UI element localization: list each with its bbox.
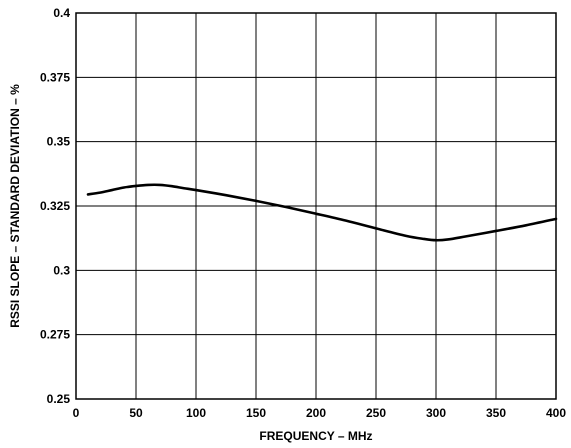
x-tick-label: 250 xyxy=(366,406,386,420)
y-tick-label: 0.275 xyxy=(40,328,70,342)
x-tick-label: 300 xyxy=(426,406,446,420)
series-line-0 xyxy=(86,183,558,242)
y-tick-label: 0.35 xyxy=(47,135,71,149)
x-tick-label: 150 xyxy=(246,406,266,420)
y-tick-label: 0.3 xyxy=(53,263,70,277)
y-tick-label: 0.4 xyxy=(53,6,70,20)
series-layer xyxy=(86,183,558,242)
y-tick-label: 0.375 xyxy=(40,70,70,84)
plot-frame xyxy=(75,12,557,400)
x-tick-label: 350 xyxy=(486,406,506,420)
tick-labels: 0 50 100 150 200 250 300 350 400 0.25 0.275 0.3 0.32… xyxy=(40,6,566,420)
x-tick-label: 200 xyxy=(306,406,326,420)
x-tick-label: 50 xyxy=(129,406,143,420)
y-tick-label: 0.325 xyxy=(40,199,70,213)
y-tick-label: 0.25 xyxy=(47,392,71,406)
x-tick-label: 100 xyxy=(186,406,206,420)
x-axis-label: FREQUENCY – MHz xyxy=(259,429,372,443)
y-axis-label: RSSI SLOPE – STANDARD DEVIATION – % xyxy=(8,84,22,328)
x-tick-label: 0 xyxy=(73,406,80,420)
x-tick-label: 400 xyxy=(546,406,566,420)
